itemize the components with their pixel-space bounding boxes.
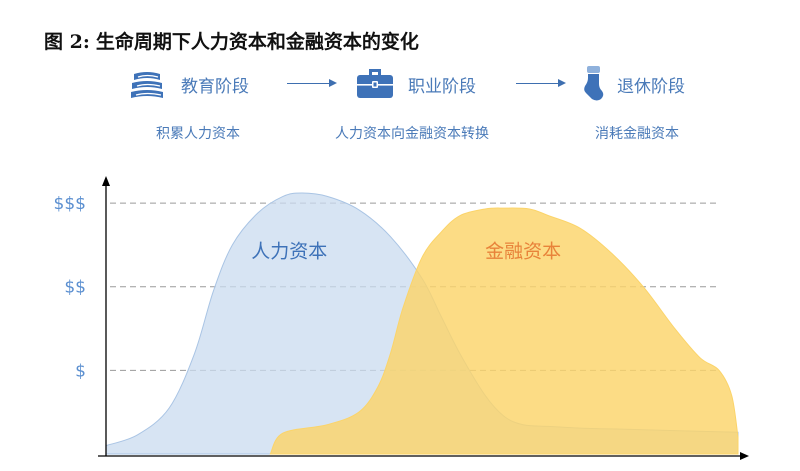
stage-retirement-desc: 消耗金融资本 [595,126,679,142]
y-tick-label-2: $$ [64,278,86,298]
x-axis-arrow [740,452,749,460]
y-axis-arrow [102,176,110,186]
stage-education-desc: 积累人力资本 [156,126,240,142]
figure-title-text: 生命周期下人力资本和金融资本的变化 [95,31,419,53]
stage-flow: 教育阶段 职业阶段 退休阶段 积累人力资本 人力资本向金融资本转换 消耗金融资本 [0,0,800,150]
y-tick-label-3: $$$ [54,194,86,214]
arrow-1-head [329,79,337,87]
financial-capital-label: 金融资本 [485,240,561,262]
figure-number: 图 2: [44,31,90,53]
arrow-1 [287,83,331,84]
books-icon [131,72,163,98]
stage-career-label: 职业阶段 [408,77,476,97]
financial-capital-area [269,207,739,455]
stage-career-desc: 人力资本向金融资本转换 [335,126,489,142]
figure-title: 图 2: 生命周期下人力资本和金融资本的变化 [44,27,419,54]
y-tick-label-1: $ [75,361,86,381]
arrow-2 [516,83,560,84]
arrow-2-head [558,79,566,87]
stage-retirement-label: 退休阶段 [617,77,685,97]
stocking-icon [584,66,604,101]
briefcase-icon [357,69,393,98]
human-capital-label: 人力资本 [251,240,327,262]
stage-education-label: 教育阶段 [181,77,249,97]
